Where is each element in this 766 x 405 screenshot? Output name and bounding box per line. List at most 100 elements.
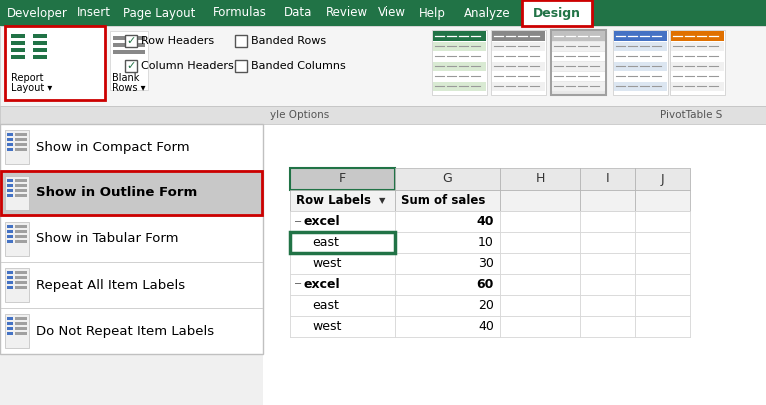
Bar <box>7 189 13 192</box>
Bar <box>33 34 47 38</box>
Bar <box>1 171 262 215</box>
Bar <box>500 295 580 316</box>
Bar <box>7 133 13 136</box>
Bar <box>522 0 592 26</box>
Text: Show in Tabular Form: Show in Tabular Form <box>36 232 178 245</box>
Text: Insert: Insert <box>77 6 110 19</box>
Bar <box>290 253 395 274</box>
Bar <box>0 26 766 106</box>
Bar <box>552 82 605 91</box>
Bar <box>614 72 667 81</box>
Bar <box>635 253 690 274</box>
Text: Formulas: Formulas <box>212 6 267 19</box>
Bar <box>635 168 690 190</box>
Bar <box>263 124 766 405</box>
Bar <box>500 168 580 190</box>
Bar <box>7 148 13 151</box>
Bar <box>15 327 27 330</box>
Bar <box>500 232 580 253</box>
Bar <box>492 42 545 51</box>
Text: yle Options: yle Options <box>270 110 329 120</box>
Text: excel: excel <box>304 215 341 228</box>
Bar <box>15 230 27 232</box>
Bar <box>7 317 13 320</box>
Bar <box>15 179 27 181</box>
Bar <box>500 211 580 232</box>
Bar <box>433 62 486 71</box>
Bar <box>671 72 724 81</box>
Text: east: east <box>312 299 339 312</box>
Bar <box>433 31 486 41</box>
Bar <box>614 52 667 61</box>
Text: 40: 40 <box>478 320 494 333</box>
Bar <box>15 286 27 288</box>
Bar <box>113 43 145 47</box>
Bar <box>552 31 605 41</box>
Bar <box>671 31 724 41</box>
Bar <box>432 30 487 95</box>
Bar <box>551 30 606 95</box>
Bar <box>7 184 13 186</box>
Bar <box>290 274 395 295</box>
Bar <box>614 82 667 91</box>
Text: ▼: ▼ <box>378 196 385 205</box>
Text: Blank: Blank <box>112 73 139 83</box>
Text: excel: excel <box>304 278 341 291</box>
Bar <box>5 176 29 210</box>
Bar <box>7 179 13 181</box>
Bar <box>500 274 580 295</box>
Bar <box>15 148 27 151</box>
Text: Row Headers: Row Headers <box>141 36 214 46</box>
Bar <box>290 168 395 190</box>
Text: F: F <box>339 173 346 185</box>
Text: Data: Data <box>284 6 313 19</box>
Bar <box>614 42 667 51</box>
Bar <box>15 184 27 186</box>
Text: Sum of sales: Sum of sales <box>401 194 486 207</box>
Bar <box>580 253 635 274</box>
Bar <box>7 230 13 232</box>
Text: PivotTable S: PivotTable S <box>660 110 722 120</box>
Text: View: View <box>378 6 406 19</box>
Text: ✓: ✓ <box>126 61 136 71</box>
Text: Review: Review <box>326 6 368 19</box>
Bar <box>15 194 27 196</box>
Bar <box>7 143 13 145</box>
Text: J: J <box>661 173 664 185</box>
Bar <box>235 60 247 72</box>
Bar <box>11 34 25 38</box>
Bar <box>11 41 25 45</box>
Bar <box>0 124 263 354</box>
Text: Row Labels: Row Labels <box>296 194 371 207</box>
Bar <box>33 55 47 59</box>
Text: 20: 20 <box>478 299 494 312</box>
Bar <box>433 42 486 51</box>
Bar <box>15 225 27 228</box>
Text: −: − <box>294 217 302 226</box>
Bar <box>5 268 29 302</box>
Text: Help: Help <box>419 6 446 19</box>
Bar <box>500 253 580 274</box>
Bar <box>125 35 137 47</box>
Bar <box>15 271 27 273</box>
Bar <box>552 52 605 61</box>
Text: Banded Columns: Banded Columns <box>251 61 345 71</box>
Bar <box>7 240 13 243</box>
Bar <box>635 295 690 316</box>
Bar <box>580 168 635 190</box>
Text: G: G <box>443 173 453 185</box>
Bar <box>15 143 27 145</box>
Bar <box>7 271 13 273</box>
Bar <box>552 72 605 81</box>
Text: Repeat All Item Labels: Repeat All Item Labels <box>36 279 185 292</box>
Bar <box>15 138 27 141</box>
Bar <box>395 211 500 232</box>
Text: Banded Rows: Banded Rows <box>251 36 326 46</box>
Bar <box>7 225 13 228</box>
Bar <box>15 281 27 284</box>
Text: east: east <box>312 236 339 249</box>
Bar <box>552 62 605 71</box>
Bar <box>290 295 395 316</box>
Bar <box>635 274 690 295</box>
Bar <box>395 232 500 253</box>
